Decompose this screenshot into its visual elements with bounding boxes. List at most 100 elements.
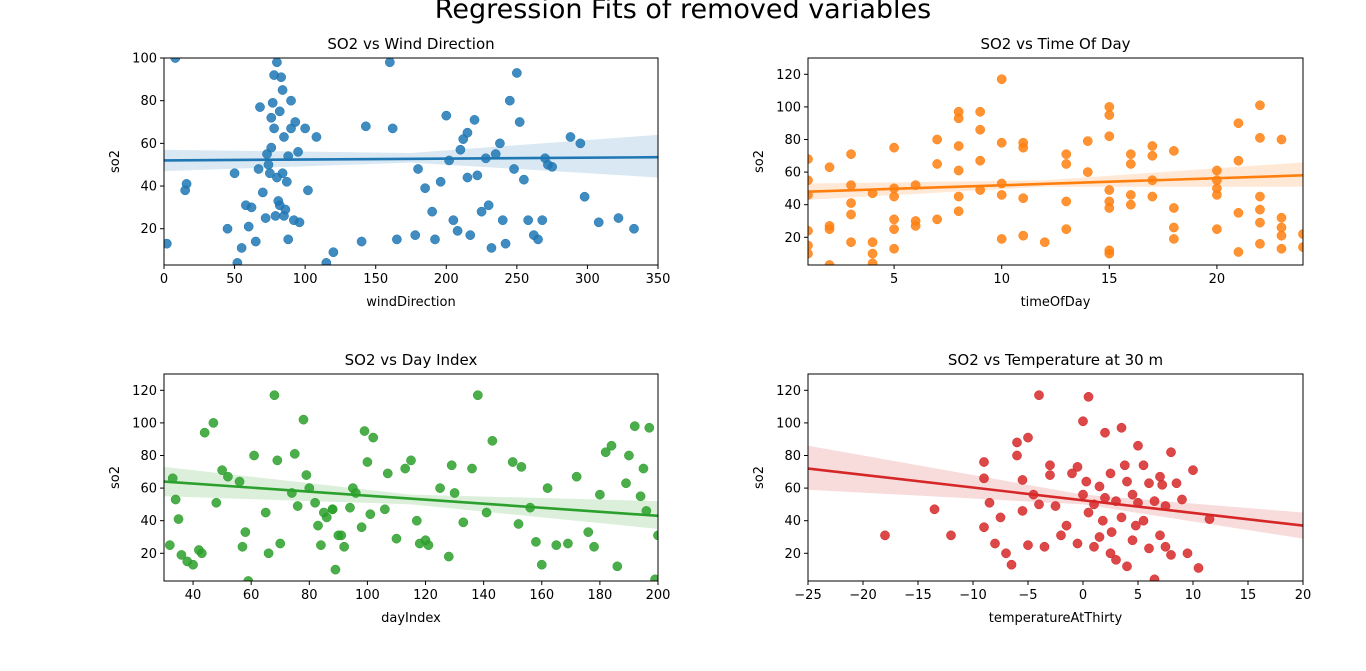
data-point	[255, 102, 265, 112]
data-point	[1233, 207, 1244, 218]
data-point	[313, 520, 323, 531]
x-tick-label: 15	[1240, 588, 1257, 603]
data-point	[979, 522, 989, 533]
data-point	[1100, 427, 1110, 438]
data-point	[531, 537, 541, 547]
data-point	[624, 450, 634, 461]
data-point	[990, 538, 1000, 549]
data-point	[653, 530, 658, 541]
data-point	[953, 113, 964, 124]
data-point	[1034, 390, 1044, 401]
data-point	[455, 144, 466, 155]
data-point	[234, 476, 245, 487]
data-point	[274, 106, 285, 117]
data-point	[932, 159, 942, 169]
data-point	[286, 95, 296, 106]
data-point	[563, 538, 573, 549]
data-point	[593, 217, 604, 228]
data-point	[1138, 460, 1149, 471]
data-point	[1233, 155, 1244, 166]
data-point	[339, 541, 350, 552]
data-point	[1105, 468, 1116, 479]
y-tick-label: 80	[140, 449, 157, 464]
data-point	[1039, 237, 1050, 248]
data-point	[356, 236, 367, 247]
data-point	[240, 527, 251, 537]
x-tick-label: 15	[1101, 272, 1118, 287]
data-point	[292, 501, 303, 511]
data-point	[606, 440, 617, 451]
data-point	[612, 561, 623, 572]
data-point	[1023, 432, 1033, 443]
data-point	[435, 176, 446, 187]
data-point	[276, 72, 286, 83]
data-point	[1034, 499, 1044, 510]
data-point	[472, 390, 483, 401]
data-point	[180, 185, 191, 196]
data-point	[996, 137, 1007, 148]
data-point	[253, 164, 264, 174]
data-point	[867, 237, 878, 248]
data-point	[975, 155, 986, 166]
x-axis-label: dayIndex	[381, 611, 441, 626]
data-point	[1177, 494, 1187, 505]
data-point	[1169, 203, 1179, 213]
data-point	[1182, 548, 1193, 559]
data-point	[1127, 535, 1138, 546]
data-point	[1083, 391, 1094, 402]
x-tick-label: 10	[993, 272, 1010, 287]
data-point	[932, 214, 942, 225]
x-tick-label: −20	[849, 588, 876, 603]
data-point	[1144, 543, 1154, 554]
x-tick-label: −25	[794, 588, 821, 603]
subplot-temperature-30m: −25 −20 −15 −10 −5 0 5 10 15 20 20 40 60 80 100 120 SO2 …	[752, 351, 1311, 626]
x-tick-label: 160	[529, 588, 554, 603]
data-point	[365, 509, 376, 520]
confidence-band	[808, 162, 1303, 200]
data-point	[996, 190, 1007, 200]
data-point	[283, 234, 294, 245]
x-tick-label: 0	[1079, 588, 1087, 603]
data-point	[360, 121, 371, 132]
data-point	[423, 540, 434, 550]
x-tick-label: −15	[904, 588, 931, 603]
data-point	[290, 117, 301, 127]
x-tick-label: 40	[185, 588, 202, 603]
data-point	[164, 238, 172, 249]
data-point	[199, 427, 210, 438]
data-point	[979, 473, 989, 484]
y-tick-label: 100	[776, 416, 801, 431]
data-point	[910, 221, 921, 231]
data-point	[1082, 167, 1093, 177]
data-point	[382, 468, 393, 479]
data-point	[223, 471, 233, 482]
data-point	[487, 435, 498, 446]
data-point	[1233, 247, 1244, 257]
x-tick-label: 100	[355, 588, 380, 603]
data-point	[1089, 541, 1099, 552]
data-point	[1255, 133, 1265, 143]
data-point	[1104, 203, 1115, 213]
data-point	[289, 449, 300, 459]
data-point	[356, 522, 367, 533]
data-point	[280, 204, 291, 215]
data-point	[269, 390, 280, 401]
regression-line	[164, 155, 658, 162]
data-point	[880, 530, 890, 541]
data-point	[1125, 190, 1136, 200]
data-point	[984, 497, 995, 508]
data-point	[336, 530, 347, 541]
data-point	[536, 559, 547, 570]
data-point	[507, 457, 518, 467]
data-point	[1212, 165, 1222, 176]
plot-area	[164, 390, 658, 581]
data-point	[995, 512, 1006, 523]
data-point	[267, 97, 278, 108]
data-point	[1127, 489, 1138, 500]
data-point	[430, 234, 440, 245]
data-point	[196, 548, 207, 559]
data-point	[1255, 191, 1265, 202]
data-point	[533, 234, 543, 245]
data-point	[889, 243, 899, 254]
data-point	[269, 123, 279, 134]
